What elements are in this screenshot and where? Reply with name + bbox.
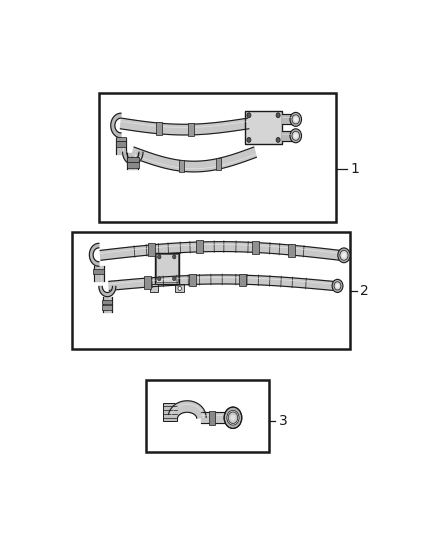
Bar — [196, 240, 203, 254]
Text: 3: 3 — [279, 414, 287, 428]
Circle shape — [173, 277, 176, 281]
Bar — [127, 162, 138, 168]
Circle shape — [158, 255, 161, 259]
Polygon shape — [100, 241, 340, 260]
Circle shape — [227, 410, 239, 425]
Bar — [252, 241, 259, 254]
Bar — [288, 244, 295, 257]
Bar — [102, 300, 113, 304]
Circle shape — [342, 253, 346, 258]
Bar — [208, 411, 215, 425]
Polygon shape — [282, 131, 294, 141]
Polygon shape — [120, 118, 249, 135]
Polygon shape — [169, 401, 206, 418]
Polygon shape — [94, 266, 104, 281]
Bar — [189, 274, 196, 286]
Bar — [188, 123, 194, 136]
Bar — [156, 122, 162, 135]
Polygon shape — [282, 115, 294, 124]
Circle shape — [292, 131, 300, 140]
Circle shape — [294, 117, 298, 122]
Polygon shape — [111, 113, 121, 138]
Polygon shape — [127, 153, 138, 168]
Polygon shape — [99, 286, 116, 297]
Bar — [239, 273, 246, 286]
Polygon shape — [123, 152, 143, 165]
Polygon shape — [116, 138, 126, 154]
Bar — [144, 277, 151, 289]
Circle shape — [230, 415, 235, 421]
Bar — [163, 402, 177, 421]
Bar — [245, 111, 282, 144]
Circle shape — [158, 277, 161, 281]
Polygon shape — [131, 147, 256, 172]
Circle shape — [332, 279, 343, 293]
Circle shape — [276, 113, 280, 118]
Bar — [72, 232, 350, 349]
Circle shape — [247, 138, 251, 142]
Bar — [148, 244, 155, 256]
Circle shape — [292, 115, 300, 124]
Polygon shape — [201, 412, 224, 424]
Bar — [155, 253, 179, 284]
Circle shape — [338, 248, 350, 263]
Circle shape — [276, 138, 280, 142]
Circle shape — [247, 113, 251, 118]
Bar — [93, 269, 104, 274]
Circle shape — [334, 282, 341, 290]
Bar — [179, 160, 184, 172]
Bar — [215, 158, 221, 169]
Bar — [156, 254, 178, 282]
Circle shape — [290, 112, 301, 126]
Bar — [175, 284, 184, 292]
Circle shape — [340, 251, 348, 260]
Circle shape — [173, 255, 176, 259]
Bar — [127, 157, 138, 163]
Circle shape — [228, 412, 238, 424]
Circle shape — [230, 414, 236, 422]
Text: 2: 2 — [360, 284, 369, 298]
Circle shape — [290, 129, 301, 143]
Bar — [102, 305, 113, 310]
Bar — [146, 380, 268, 452]
Bar — [99, 93, 336, 222]
Circle shape — [294, 134, 298, 138]
Polygon shape — [89, 243, 99, 266]
Circle shape — [336, 284, 339, 288]
Circle shape — [178, 286, 181, 290]
Bar — [150, 284, 158, 292]
Bar — [116, 141, 126, 147]
Bar — [116, 137, 126, 141]
Polygon shape — [109, 275, 333, 290]
Text: 1: 1 — [350, 161, 359, 175]
Circle shape — [224, 407, 242, 429]
Polygon shape — [103, 297, 112, 312]
